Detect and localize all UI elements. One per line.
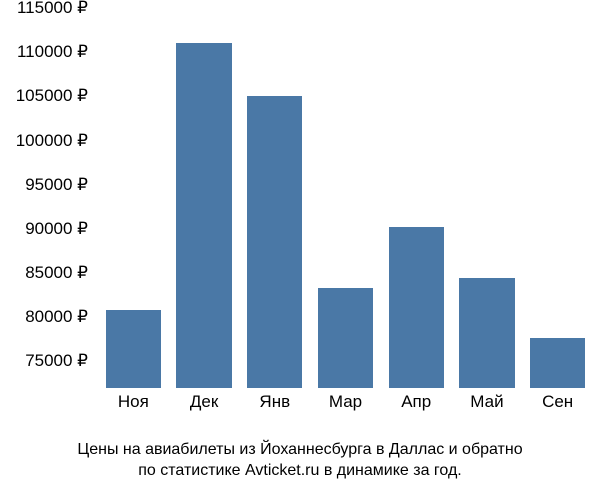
x-tick-label: Май (470, 392, 503, 412)
bar (176, 43, 231, 388)
chart-caption: Цены на авиабилеты из Йоханнесбурга в Да… (0, 439, 600, 482)
bar (106, 310, 161, 388)
y-axis: 75000 ₽ 80000 ₽ 85000 ₽ 90000 ₽ 95000 ₽ 10000… (0, 8, 96, 388)
x-tick-label: Ноя (118, 392, 149, 412)
x-tick-label: Апр (401, 392, 431, 412)
x-tick-label: Дек (190, 392, 218, 412)
y-tick-label: 75000 ₽ (25, 351, 88, 371)
y-tick-label: 95000 ₽ (25, 175, 88, 195)
bar (247, 96, 302, 388)
y-tick-label: 80000 ₽ (25, 307, 88, 327)
caption-line-2: по статистике Avticket.ru в динамике за … (138, 462, 462, 479)
price-chart: 75000 ₽ 80000 ₽ 85000 ₽ 90000 ₽ 95000 ₽ 10000… (0, 8, 600, 428)
bar (389, 227, 444, 388)
bar (318, 288, 373, 388)
y-tick-label: 100000 ₽ (16, 131, 88, 151)
x-tick-label: Мар (329, 392, 362, 412)
x-axis: Ноя Дек Янв Мар Апр Май Сен (98, 392, 593, 422)
y-tick-label: 90000 ₽ (25, 219, 88, 239)
x-tick-label: Янв (259, 392, 290, 412)
plot-area (98, 8, 593, 388)
x-tick-label: Сен (542, 392, 573, 412)
y-tick-label: 85000 ₽ (25, 263, 88, 283)
caption-line-1: Цены на авиабилеты из Йоханнесбурга в Да… (77, 441, 522, 458)
y-tick-label: 105000 ₽ (16, 86, 88, 106)
y-tick-label: 115000 ₽ (17, 0, 88, 18)
bar (530, 338, 585, 388)
y-tick-label: 110000 ₽ (17, 42, 88, 62)
bar (459, 278, 514, 388)
